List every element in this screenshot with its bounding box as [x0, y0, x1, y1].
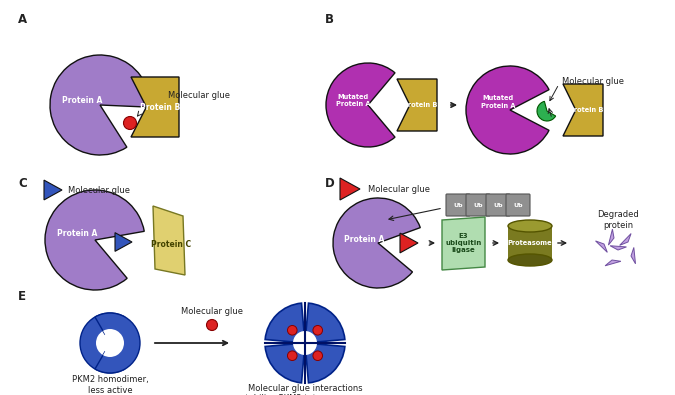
- Wedge shape: [95, 313, 140, 373]
- Circle shape: [313, 351, 323, 361]
- Polygon shape: [610, 246, 626, 250]
- Text: Protein A: Protein A: [62, 96, 102, 105]
- Polygon shape: [620, 233, 631, 245]
- Circle shape: [124, 117, 136, 130]
- FancyBboxPatch shape: [508, 226, 552, 260]
- Circle shape: [288, 325, 297, 335]
- Polygon shape: [153, 206, 185, 275]
- Polygon shape: [340, 178, 360, 200]
- Text: D: D: [325, 177, 335, 190]
- Wedge shape: [326, 63, 395, 147]
- FancyBboxPatch shape: [506, 194, 530, 216]
- Wedge shape: [466, 66, 549, 154]
- Polygon shape: [563, 84, 603, 136]
- Text: A: A: [18, 13, 27, 26]
- Polygon shape: [631, 247, 635, 264]
- Polygon shape: [442, 217, 485, 270]
- Polygon shape: [400, 233, 418, 253]
- Wedge shape: [265, 303, 305, 343]
- Text: Ub: Ub: [493, 203, 503, 207]
- Text: PKM2 homodimer,
less active: PKM2 homodimer, less active: [72, 375, 148, 395]
- Wedge shape: [333, 198, 421, 288]
- Text: Protein B: Protein B: [569, 107, 603, 113]
- Polygon shape: [44, 180, 62, 200]
- Ellipse shape: [508, 254, 552, 266]
- Text: E: E: [18, 290, 26, 303]
- Polygon shape: [131, 77, 179, 137]
- Circle shape: [100, 333, 119, 353]
- Wedge shape: [103, 329, 124, 357]
- Polygon shape: [595, 241, 608, 252]
- Text: Molecular glue: Molecular glue: [562, 77, 624, 85]
- Text: Ub: Ub: [453, 203, 463, 207]
- Text: Molecular glue: Molecular glue: [368, 184, 430, 194]
- Text: Ub: Ub: [473, 203, 483, 207]
- Text: Mutated
Protein A: Mutated Protein A: [335, 94, 371, 107]
- Ellipse shape: [508, 220, 552, 232]
- Text: Molecular glue: Molecular glue: [181, 307, 243, 316]
- Text: Protein A: Protein A: [57, 228, 97, 237]
- Text: Proteasome: Proteasome: [508, 240, 552, 246]
- Text: Molecular glue: Molecular glue: [68, 186, 130, 194]
- Text: Ub: Ub: [513, 203, 522, 207]
- FancyBboxPatch shape: [486, 194, 510, 216]
- Wedge shape: [50, 55, 150, 155]
- Text: Protein C: Protein C: [151, 239, 191, 248]
- Text: Mutated
Protein A: Mutated Protein A: [481, 96, 515, 109]
- FancyBboxPatch shape: [446, 194, 470, 216]
- Wedge shape: [80, 313, 125, 373]
- Circle shape: [288, 351, 297, 361]
- Text: Protein B: Protein B: [140, 102, 180, 111]
- Polygon shape: [605, 260, 621, 266]
- Wedge shape: [305, 343, 345, 383]
- Wedge shape: [45, 190, 144, 290]
- Text: Degraded
protein: Degraded protein: [597, 210, 639, 230]
- Circle shape: [313, 325, 323, 335]
- FancyBboxPatch shape: [466, 194, 490, 216]
- Wedge shape: [96, 329, 117, 357]
- Text: Protein A: Protein A: [344, 235, 384, 243]
- Text: Protein B: Protein B: [403, 102, 437, 108]
- Circle shape: [293, 331, 317, 355]
- Wedge shape: [265, 343, 305, 383]
- Wedge shape: [305, 303, 345, 343]
- Text: E3
ubiquitin
ligase: E3 ubiquitin ligase: [446, 233, 482, 253]
- Text: C: C: [18, 177, 27, 190]
- Polygon shape: [115, 233, 132, 251]
- Text: Molecular glue interactions
stabilize PKM2 tetramer, more
active: Molecular glue interactions stabilize PK…: [241, 384, 369, 395]
- Text: Molecular glue: Molecular glue: [168, 90, 230, 100]
- Circle shape: [207, 320, 217, 331]
- Text: B: B: [325, 13, 334, 26]
- Polygon shape: [397, 79, 437, 131]
- Wedge shape: [537, 102, 556, 121]
- Polygon shape: [608, 229, 614, 245]
